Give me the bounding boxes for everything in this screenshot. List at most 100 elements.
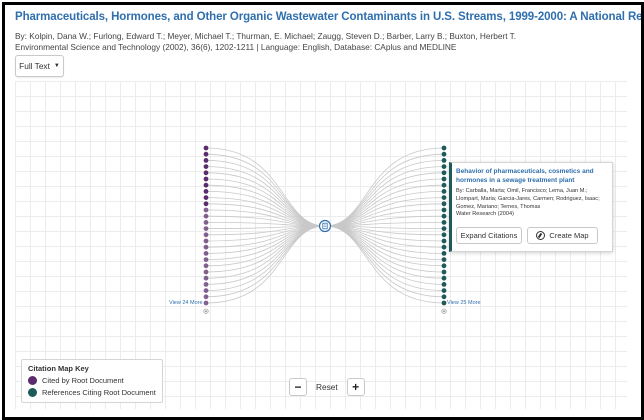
citation-edge (324, 172, 445, 227)
cited-document-node[interactable] (203, 232, 209, 238)
cited-document-node[interactable] (203, 189, 209, 194)
popup-authors: By: Carballa, Marta; Omil, Francisco; Le… (456, 188, 600, 210)
cited-document-node[interactable] (203, 213, 209, 219)
citing-document-node[interactable] (441, 151, 447, 157)
cited-document-node[interactable] (203, 269, 209, 275)
cited-document-node[interactable] (203, 145, 209, 151)
citing-document-node[interactable] (441, 282, 447, 287)
plus-icon: + (352, 380, 360, 394)
cited-document-node[interactable] (203, 226, 209, 232)
citation-edge (205, 153, 326, 227)
citing-document-node[interactable] (441, 251, 447, 256)
citation-map-key: Citation Map Key Cited by Root Document … (21, 359, 163, 403)
expand-citations-button[interactable]: Expand Citations (456, 227, 522, 244)
cited-nodes (203, 145, 209, 306)
citing-document-node[interactable] (441, 176, 447, 182)
cited-document-node[interactable] (203, 151, 209, 157)
legend-title: Citation Map Key (28, 364, 89, 373)
citing-document-node[interactable] (441, 232, 447, 238)
citation-map-canvas[interactable]: View 24 More View 25 More Behavior of ph… (15, 81, 627, 409)
citation-edge (324, 153, 445, 227)
citing-document-node[interactable] (441, 207, 447, 213)
citing-nodes (441, 145, 447, 306)
popup-title-link[interactable]: Behavior of pharmaceuticals, cosmetics a… (456, 168, 594, 184)
cited-document-node[interactable] (203, 288, 209, 293)
citation-map-graph[interactable] (15, 81, 627, 409)
zoom-in-button[interactable]: + (346, 378, 365, 396)
cited-document-node[interactable] (203, 164, 209, 169)
view-more-citing-link[interactable]: View 25 More (447, 300, 481, 306)
cited-document-node[interactable] (203, 282, 209, 287)
cited-document-node[interactable] (203, 170, 209, 176)
citing-document-node[interactable] (441, 164, 447, 169)
cited-document-node[interactable] (203, 251, 209, 256)
page-title[interactable]: Pharmaceuticals, Hormones, and Other Org… (15, 11, 643, 23)
root-document-node (203, 219, 447, 314)
citing-document-node[interactable] (441, 195, 447, 200)
citing-document-node[interactable] (441, 145, 447, 151)
cited-document-node[interactable] (203, 257, 209, 262)
citing-document-node[interactable] (441, 294, 447, 300)
view-more-cited-link[interactable]: View 24 More (169, 300, 203, 306)
cited-document-node[interactable] (203, 244, 209, 250)
cited-document-node[interactable] (203, 275, 209, 281)
citing-document-node[interactable] (441, 238, 447, 244)
citing-document-node[interactable] (441, 226, 447, 232)
citing-document-node[interactable] (441, 244, 447, 250)
citation-edge (205, 184, 326, 227)
citation-edge (205, 225, 326, 279)
citing-document-node[interactable] (441, 288, 447, 293)
zoom-controls: − Reset + (289, 378, 367, 396)
legend-label-citing: References Citing Root Document (42, 388, 156, 397)
create-map-button[interactable]: Create Map (527, 227, 598, 244)
legend-item-cited: Cited by Root Document (28, 376, 124, 385)
citing-document-node[interactable] (441, 189, 447, 194)
create-map-label: Create Map (549, 231, 589, 240)
citing-document-node[interactable] (441, 170, 447, 176)
view-more-cited-label: View 24 More (169, 300, 203, 306)
cited-document-node[interactable] (203, 294, 209, 300)
citing-document-node[interactable] (441, 257, 447, 262)
cited-document-node[interactable] (203, 195, 209, 200)
caret-down-icon: ▼ (53, 63, 60, 69)
citation-edge (205, 172, 326, 227)
legend-label-cited: Cited by Root Document (42, 376, 124, 385)
reset-button[interactable]: Reset (316, 382, 338, 392)
cited-document-node[interactable] (203, 263, 209, 269)
citing-document-node[interactable] (441, 275, 447, 281)
expand-citations-label: Expand Citations (460, 231, 518, 240)
citing-dot-icon (28, 388, 37, 397)
root-document-circle[interactable] (318, 219, 332, 233)
citation-edge (205, 147, 326, 227)
cited-document-node[interactable] (203, 176, 209, 182)
cited-document-node[interactable] (203, 238, 209, 244)
document-popup: Behavior of pharmaceuticals, cosmetics a… (449, 162, 613, 252)
citing-document-node[interactable] (441, 201, 447, 207)
popup-journal: Water Research (2004) (456, 211, 514, 217)
full-text-label: Full Text (19, 61, 50, 71)
zoom-out-button[interactable]: − (289, 378, 307, 396)
cited-document-node[interactable] (203, 158, 209, 163)
document-icon (322, 222, 328, 230)
citing-document-node[interactable] (441, 182, 447, 188)
cited-document-node[interactable] (203, 220, 209, 225)
cited-document-node[interactable] (203, 182, 209, 188)
legend-item-citing: References Citing Root Document (28, 388, 156, 397)
citing-document-node[interactable] (441, 220, 447, 225)
cited-document-node[interactable] (203, 201, 209, 207)
plus-mark (442, 310, 446, 313)
cited-dot-icon (28, 376, 37, 385)
author-list: By: Kolpin, Dana W.; Furlong, Edward T.;… (15, 31, 517, 41)
cited-document-node[interactable] (203, 300, 209, 306)
citing-document-node[interactable] (441, 158, 447, 163)
citation-edge (324, 147, 445, 227)
cited-document-node[interactable] (203, 207, 209, 213)
citation-edge (205, 225, 326, 304)
full-text-dropdown-button[interactable]: Full Text ▼ (15, 55, 64, 77)
citing-document-node[interactable] (441, 263, 447, 269)
minus-icon: − (294, 380, 302, 394)
citing-document-node[interactable] (441, 300, 447, 306)
citing-document-node[interactable] (441, 269, 447, 275)
citing-document-node[interactable] (441, 213, 447, 219)
